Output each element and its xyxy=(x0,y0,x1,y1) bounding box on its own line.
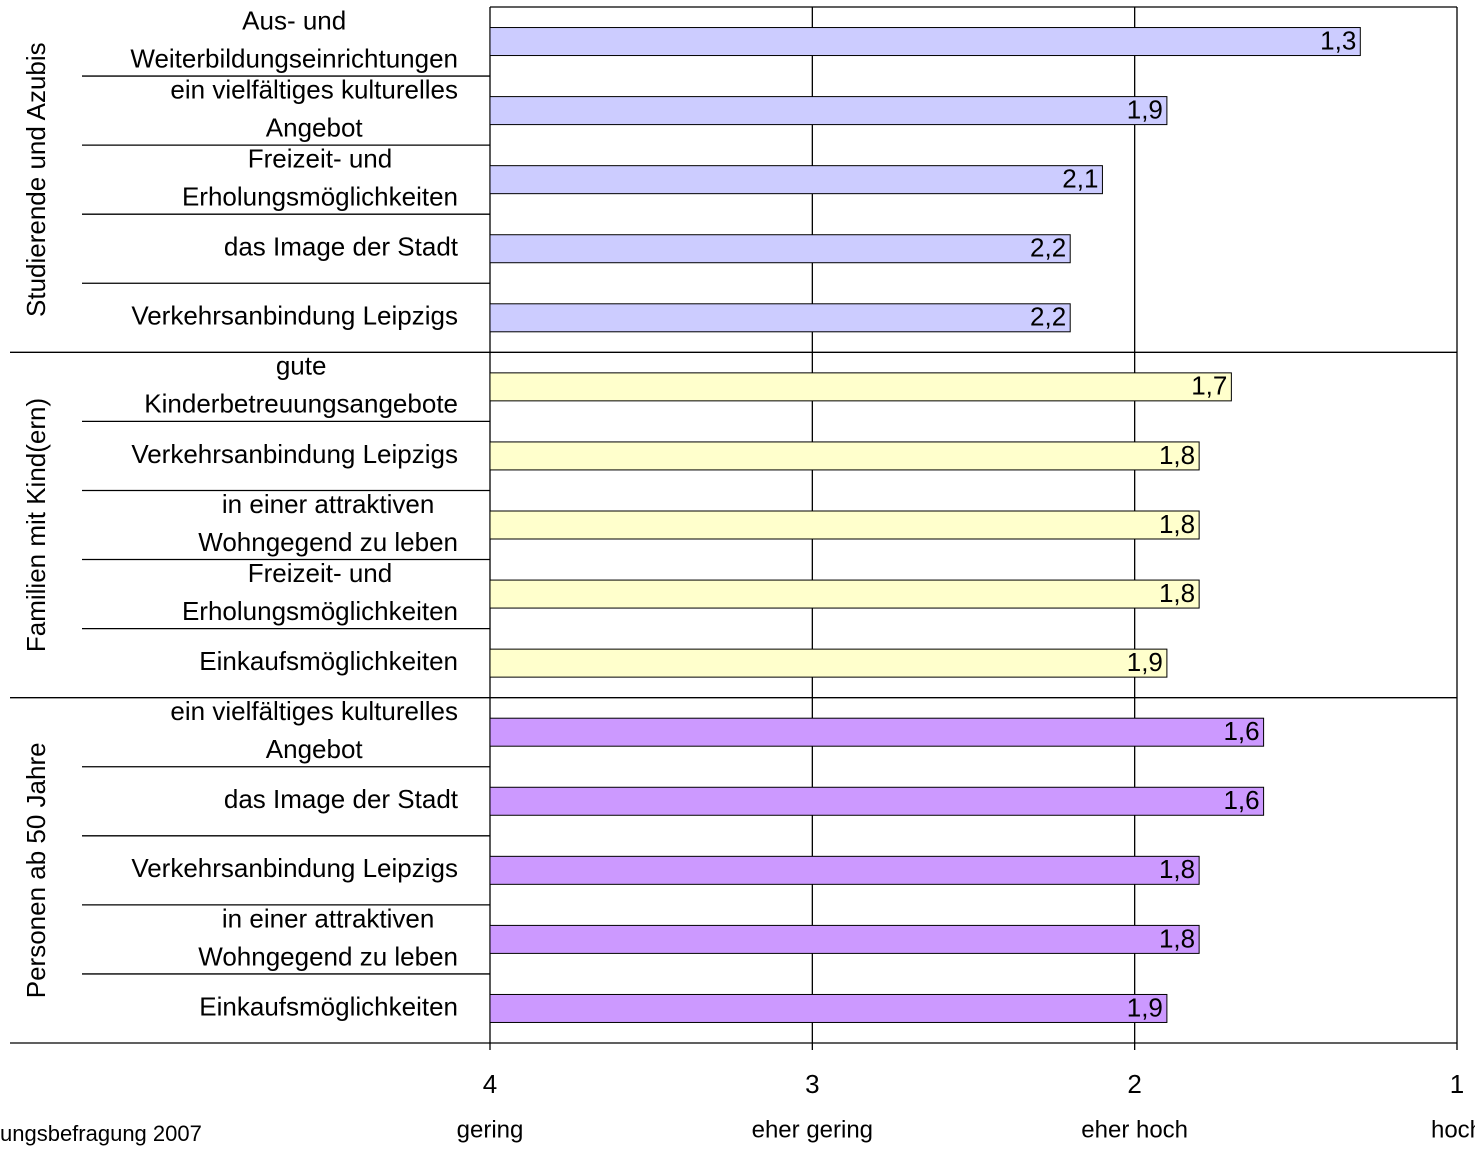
category-label: ein vielfältiges kulturelles xyxy=(170,696,458,726)
x-tick-label: 2 xyxy=(1127,1069,1141,1099)
bar xyxy=(489,786,1265,816)
bar xyxy=(489,993,1168,1023)
bar xyxy=(489,924,1200,954)
x-tick-sublabel: eher gering xyxy=(752,1116,873,1143)
value-label: 1,7 xyxy=(1191,371,1227,401)
value-label: 2,2 xyxy=(1030,302,1066,332)
bar xyxy=(489,717,1265,747)
category-label: Einkaufsmöglichkeiten xyxy=(199,646,458,676)
category-label: Weiterbildungseinrichtungen xyxy=(130,43,458,73)
x-tick-sublabel: eher hoch xyxy=(1081,1116,1188,1143)
group-label: Studierende und Azubis xyxy=(21,42,51,317)
category-label: Einkaufsmöglichkeiten xyxy=(199,991,458,1021)
bar xyxy=(489,372,1232,402)
value-label: 1,6 xyxy=(1223,716,1259,746)
bar xyxy=(489,234,1071,264)
x-tick-label: 4 xyxy=(483,1069,497,1099)
category-label: Verkehrsanbindung Leipzigs xyxy=(131,853,458,883)
category-label: Freizeit- und xyxy=(248,144,393,174)
category-label: Erholungsmöglichkeiten xyxy=(182,596,458,626)
category-label: Verkehrsanbindung Leipzigs xyxy=(131,439,458,469)
x-tick-sublabel: gering xyxy=(457,1116,524,1143)
source-note: ungsbefragung 2007 xyxy=(0,1121,202,1146)
value-label: 1,8 xyxy=(1159,509,1195,539)
x-tick-label: 1 xyxy=(1450,1069,1464,1099)
bar xyxy=(489,855,1200,885)
category-label: das Image der Stadt xyxy=(224,784,459,814)
value-label: 1,8 xyxy=(1159,854,1195,884)
bar xyxy=(489,648,1168,678)
group-label: Personen ab 50 Jahre xyxy=(21,742,51,998)
category-label: Freizeit- und xyxy=(248,558,393,588)
value-label: 2,1 xyxy=(1062,164,1098,194)
value-label: 1,6 xyxy=(1223,785,1259,815)
bar xyxy=(489,441,1200,471)
category-label: Angebot xyxy=(266,734,364,764)
value-label: 1,9 xyxy=(1127,992,1163,1022)
value-label: 1,3 xyxy=(1320,25,1356,55)
category-label: Kinderbetreuungsangebote xyxy=(144,389,458,419)
value-label: 1,8 xyxy=(1159,923,1195,953)
category-label: Wohngegend zu leben xyxy=(198,527,458,557)
category-label: Verkehrsanbindung Leipzigs xyxy=(131,301,458,331)
value-label: 1,8 xyxy=(1159,440,1195,470)
bar xyxy=(489,579,1200,609)
value-label: 1,9 xyxy=(1127,94,1163,124)
category-label: Aus- und xyxy=(242,5,346,35)
category-label: gute xyxy=(276,351,327,381)
category-label: Erholungsmöglichkeiten xyxy=(182,182,458,212)
bar xyxy=(489,303,1071,333)
x-tick-label: 3 xyxy=(805,1069,819,1099)
category-label: Wohngegend zu leben xyxy=(198,941,458,971)
category-label: ein vielfältiges kulturelles xyxy=(170,74,458,104)
group-label: Familien mit Kind(ern) xyxy=(21,398,51,652)
category-label: das Image der Stadt xyxy=(224,232,459,262)
value-label: 2,2 xyxy=(1030,233,1066,263)
x-tick-sublabel: hoch xyxy=(1431,1116,1475,1143)
bar xyxy=(489,510,1200,540)
bar xyxy=(489,96,1168,126)
bar xyxy=(489,27,1361,57)
category-label: in einer attraktiven xyxy=(222,489,434,519)
category-label: in einer attraktiven xyxy=(222,903,434,933)
value-label: 1,8 xyxy=(1159,578,1195,608)
value-label: 1,9 xyxy=(1127,647,1163,677)
category-label: Angebot xyxy=(266,112,364,142)
bar xyxy=(489,165,1103,195)
